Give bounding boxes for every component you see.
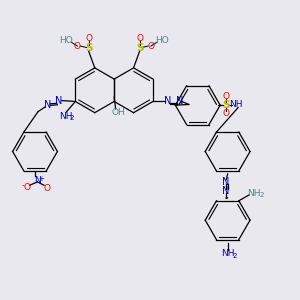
- Text: O: O: [74, 42, 81, 51]
- Text: 2: 2: [232, 253, 236, 259]
- Text: N: N: [223, 186, 230, 196]
- Text: N: N: [223, 177, 230, 187]
- Text: HO: HO: [155, 36, 169, 45]
- Text: 2: 2: [70, 115, 74, 121]
- Text: O: O: [223, 109, 230, 118]
- Text: N: N: [176, 96, 183, 106]
- Text: O: O: [44, 184, 50, 193]
- Text: S: S: [222, 100, 230, 110]
- Text: N: N: [55, 96, 63, 106]
- Text: S: S: [85, 43, 92, 52]
- Text: -: -: [22, 181, 25, 190]
- Text: NH: NH: [221, 249, 234, 258]
- Text: NH: NH: [59, 112, 73, 121]
- Text: N: N: [44, 100, 51, 110]
- Text: NH: NH: [248, 188, 261, 197]
- Text: N: N: [34, 176, 41, 185]
- Text: +: +: [39, 176, 44, 182]
- Text: O: O: [147, 42, 155, 51]
- Text: S: S: [136, 43, 143, 52]
- Text: O: O: [85, 34, 92, 43]
- Text: O: O: [23, 182, 30, 191]
- Text: O: O: [223, 92, 230, 101]
- Text: HO: HO: [59, 36, 73, 45]
- Text: O: O: [136, 34, 143, 43]
- Text: 2: 2: [259, 192, 264, 198]
- Text: NH: NH: [229, 100, 242, 109]
- Text: N: N: [164, 96, 171, 106]
- Text: OH: OH: [112, 108, 125, 117]
